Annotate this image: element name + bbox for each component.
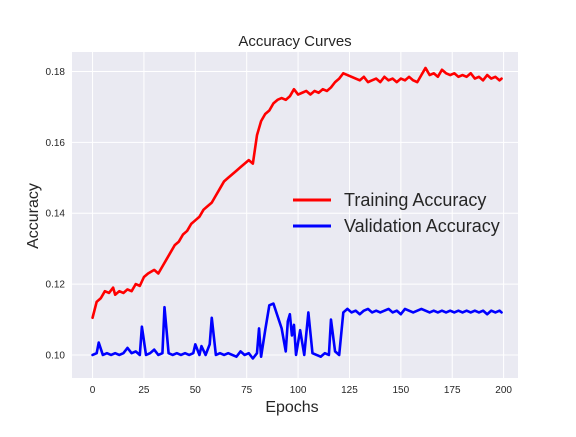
validation-accuracy-line (91, 302, 503, 360)
x-tick-label: 75 (241, 385, 253, 396)
x-tick-label: 25 (138, 385, 150, 396)
grid-lines (72, 52, 518, 378)
plot-area (72, 52, 518, 378)
y-tick-label: 0.18 (46, 67, 66, 78)
x-tick-label: 200 (495, 385, 512, 396)
training-accuracy-line (91, 66, 503, 320)
y-tick-label: 0.14 (46, 209, 66, 220)
tick-labels: 0 25 50 75 100 125 150 175 200 0.10 0.12 0.14 0.16 0.… (46, 67, 513, 396)
x-tick-label: 150 (393, 385, 410, 396)
x-tick-label: 125 (341, 385, 358, 396)
x-tick-label: 50 (190, 385, 202, 396)
y-tick-label: 0.12 (46, 280, 66, 291)
y-axis-label: Accuracy (25, 183, 42, 249)
x-axis-label: Epochs (265, 399, 318, 416)
legend-label-training: Training Accuracy (344, 190, 486, 210)
x-tick-label: 100 (290, 385, 307, 396)
x-tick-label: 175 (444, 385, 461, 396)
y-tick-label: 0.16 (46, 138, 66, 149)
chart-title: Accuracy Curves (238, 33, 351, 50)
series-layer (91, 66, 503, 360)
y-tick-label: 0.10 (46, 350, 66, 361)
legend: Training Accuracy Validation Accuracy (293, 190, 500, 236)
legend-label-validation: Validation Accuracy (344, 216, 500, 236)
x-tick-label: 0 (90, 385, 96, 396)
